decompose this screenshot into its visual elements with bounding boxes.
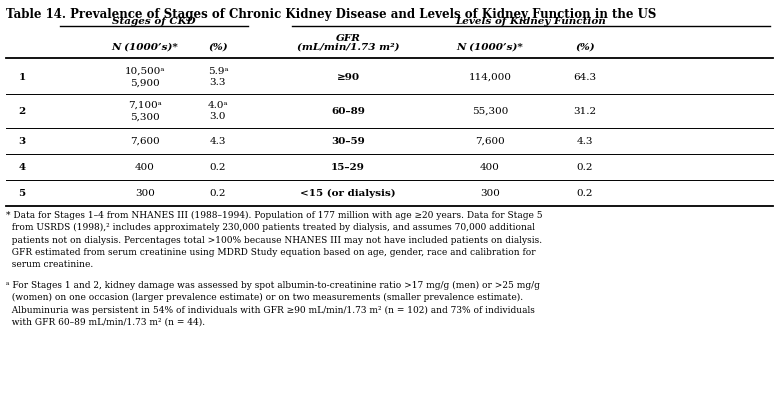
Text: Table 14. Prevalence of Stages of Chronic Kidney Disease and Levels of Kidney Fu: Table 14. Prevalence of Stages of Chroni… <box>6 8 656 21</box>
Text: 5: 5 <box>19 189 26 197</box>
Text: 7,600: 7,600 <box>130 136 160 145</box>
Text: 31.2: 31.2 <box>573 107 597 116</box>
Text: 4: 4 <box>19 163 26 171</box>
Text: 5.9ᵃ
3.3: 5.9ᵃ 3.3 <box>208 67 228 87</box>
Text: 10,500ᵃ
5,900: 10,500ᵃ 5,900 <box>125 67 166 87</box>
Text: N (1000’s)*: N (1000’s)* <box>457 43 523 52</box>
Text: 2: 2 <box>19 107 26 116</box>
Text: 30–59: 30–59 <box>331 136 365 145</box>
Text: N (1000’s)*: N (1000’s)* <box>112 43 178 52</box>
Text: 15–29: 15–29 <box>331 163 365 171</box>
Text: Levels of Kidney Function: Levels of Kidney Function <box>455 17 606 26</box>
Text: (%): (%) <box>209 43 228 52</box>
Text: 300: 300 <box>135 189 155 197</box>
Text: Stages of CKD: Stages of CKD <box>112 17 196 26</box>
Text: * Data for Stages 1–4 from NHANES III (1988–1994). Population of 177 million wit: * Data for Stages 1–4 from NHANES III (1… <box>6 211 543 269</box>
Text: 7,600: 7,600 <box>475 136 505 145</box>
Text: 64.3: 64.3 <box>573 73 597 81</box>
Text: 55,300: 55,300 <box>472 107 508 116</box>
Text: 0.2: 0.2 <box>576 163 594 171</box>
Text: GFR: GFR <box>336 34 361 43</box>
Text: 60–89: 60–89 <box>331 107 365 116</box>
Text: 300: 300 <box>480 189 500 197</box>
Text: (mL/min/1.73 m²): (mL/min/1.73 m²) <box>297 43 399 52</box>
Text: 114,000: 114,000 <box>469 73 512 81</box>
Text: 400: 400 <box>135 163 155 171</box>
Text: ≥90: ≥90 <box>337 73 359 81</box>
Text: 0.2: 0.2 <box>210 189 226 197</box>
Text: 0.2: 0.2 <box>576 189 594 197</box>
Text: ᵃ For Stages 1 and 2, kidney damage was assessed by spot albumin-to-creatinine r: ᵃ For Stages 1 and 2, kidney damage was … <box>6 281 540 327</box>
Text: 4.3: 4.3 <box>576 136 594 145</box>
Text: 4.3: 4.3 <box>210 136 226 145</box>
Text: 3: 3 <box>19 136 26 145</box>
Text: (%): (%) <box>575 43 595 52</box>
Text: 0.2: 0.2 <box>210 163 226 171</box>
Text: <15 (or dialysis): <15 (or dialysis) <box>300 189 396 197</box>
Text: 1: 1 <box>19 73 26 81</box>
Text: 400: 400 <box>480 163 500 171</box>
Text: 7,100ᵃ
5,300: 7,100ᵃ 5,300 <box>128 101 162 121</box>
Text: 4.0ᵃ
3.0: 4.0ᵃ 3.0 <box>208 101 228 121</box>
